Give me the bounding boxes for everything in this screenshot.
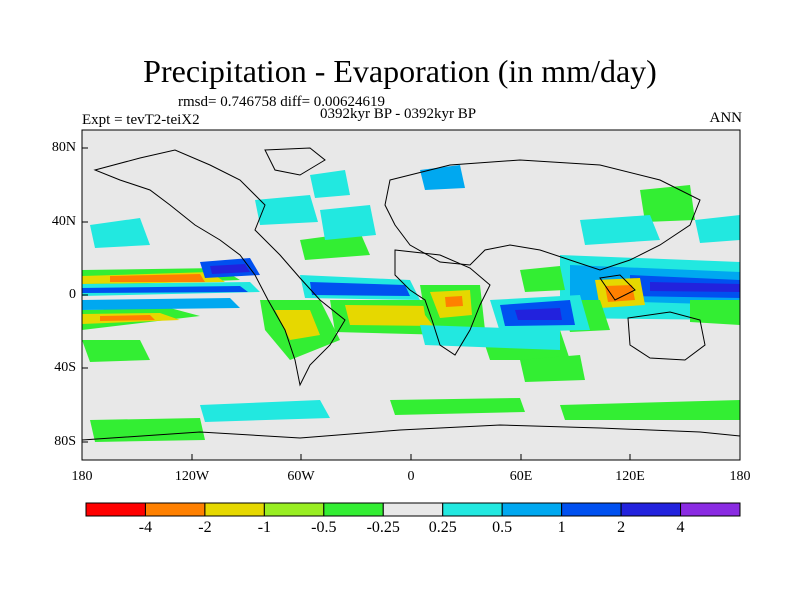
northern-midlatitudes: [90, 165, 740, 248]
colorbar-label: -0.25: [366, 519, 400, 536]
x-tick-label: 60W: [287, 469, 315, 484]
colorbar-label: -4: [138, 519, 153, 536]
colorbar-label: -1: [257, 519, 272, 536]
y-tick-label: 40S: [54, 360, 76, 375]
colorbar-swatch: [680, 502, 741, 517]
colorbar-label: 0.5: [492, 519, 513, 536]
season-label: ANN: [709, 110, 743, 126]
colorbar-label: 1: [557, 519, 566, 536]
axis-ticks: [81, 147, 741, 460]
colorbar-swatch: [501, 502, 563, 517]
colorbar-swatch: [263, 502, 325, 517]
colorbar-swatch: [442, 502, 503, 517]
colorbar-swatch: [382, 502, 444, 517]
coastlines: [82, 147, 740, 441]
map-title: Precipitation - Evaporation (in mm/day): [143, 53, 657, 89]
antarctica-coastline: [82, 424, 740, 441]
colorbar-label: 0.25: [428, 519, 457, 536]
colorbar-label: -0.5: [311, 519, 337, 536]
atlantic: [255, 195, 450, 335]
colorbar-label: -2: [198, 519, 212, 536]
colorbar-label: 4: [676, 519, 685, 536]
rmsd-diff-stats: rmsd= 0.746758 diff= 0.00624619: [178, 94, 386, 110]
y-tick-label: 0: [69, 287, 76, 302]
continents-field: [260, 285, 485, 360]
colorbar-swatch: [85, 502, 146, 517]
experiment-label: Expt = tevT2-teiX2: [82, 112, 200, 128]
x-tick-label: 120E: [615, 469, 645, 484]
colorbar-swatch: [144, 502, 206, 517]
borneo-coastline: [599, 274, 636, 301]
tropical-pacific-east-bands: [82, 268, 240, 330]
colorbar-label: 2: [617, 519, 626, 536]
x-tick-label: 120W: [174, 469, 210, 484]
colorbar-swatch: [561, 502, 622, 517]
australia-coastline: [627, 311, 706, 361]
colorbar-swatch: [204, 502, 265, 517]
colorbar: [85, 502, 741, 517]
period-label: 0392kyr BP - 0392kyr BP: [320, 106, 477, 122]
colorbar-swatch: [323, 502, 384, 517]
eurasia-coastline: [384, 159, 701, 271]
map-field: [82, 130, 740, 460]
y-tick-label: 80N: [51, 140, 76, 155]
x-tick-label: 0: [407, 469, 415, 484]
africa-coastline: [394, 249, 491, 356]
x-tick-label: 60E: [509, 469, 533, 484]
americas-coastline: [93, 149, 346, 387]
y-tick-label: 80S: [54, 434, 76, 449]
colorbar-swatch: [620, 502, 682, 517]
greenland-coastline: [264, 147, 326, 176]
southern-ocean: [82, 325, 740, 442]
x-tick-label: 180: [71, 469, 93, 484]
y-tick-label: 40N: [51, 214, 76, 229]
itcz-pacific: [82, 258, 260, 310]
x-tick-label: 180: [729, 469, 751, 484]
